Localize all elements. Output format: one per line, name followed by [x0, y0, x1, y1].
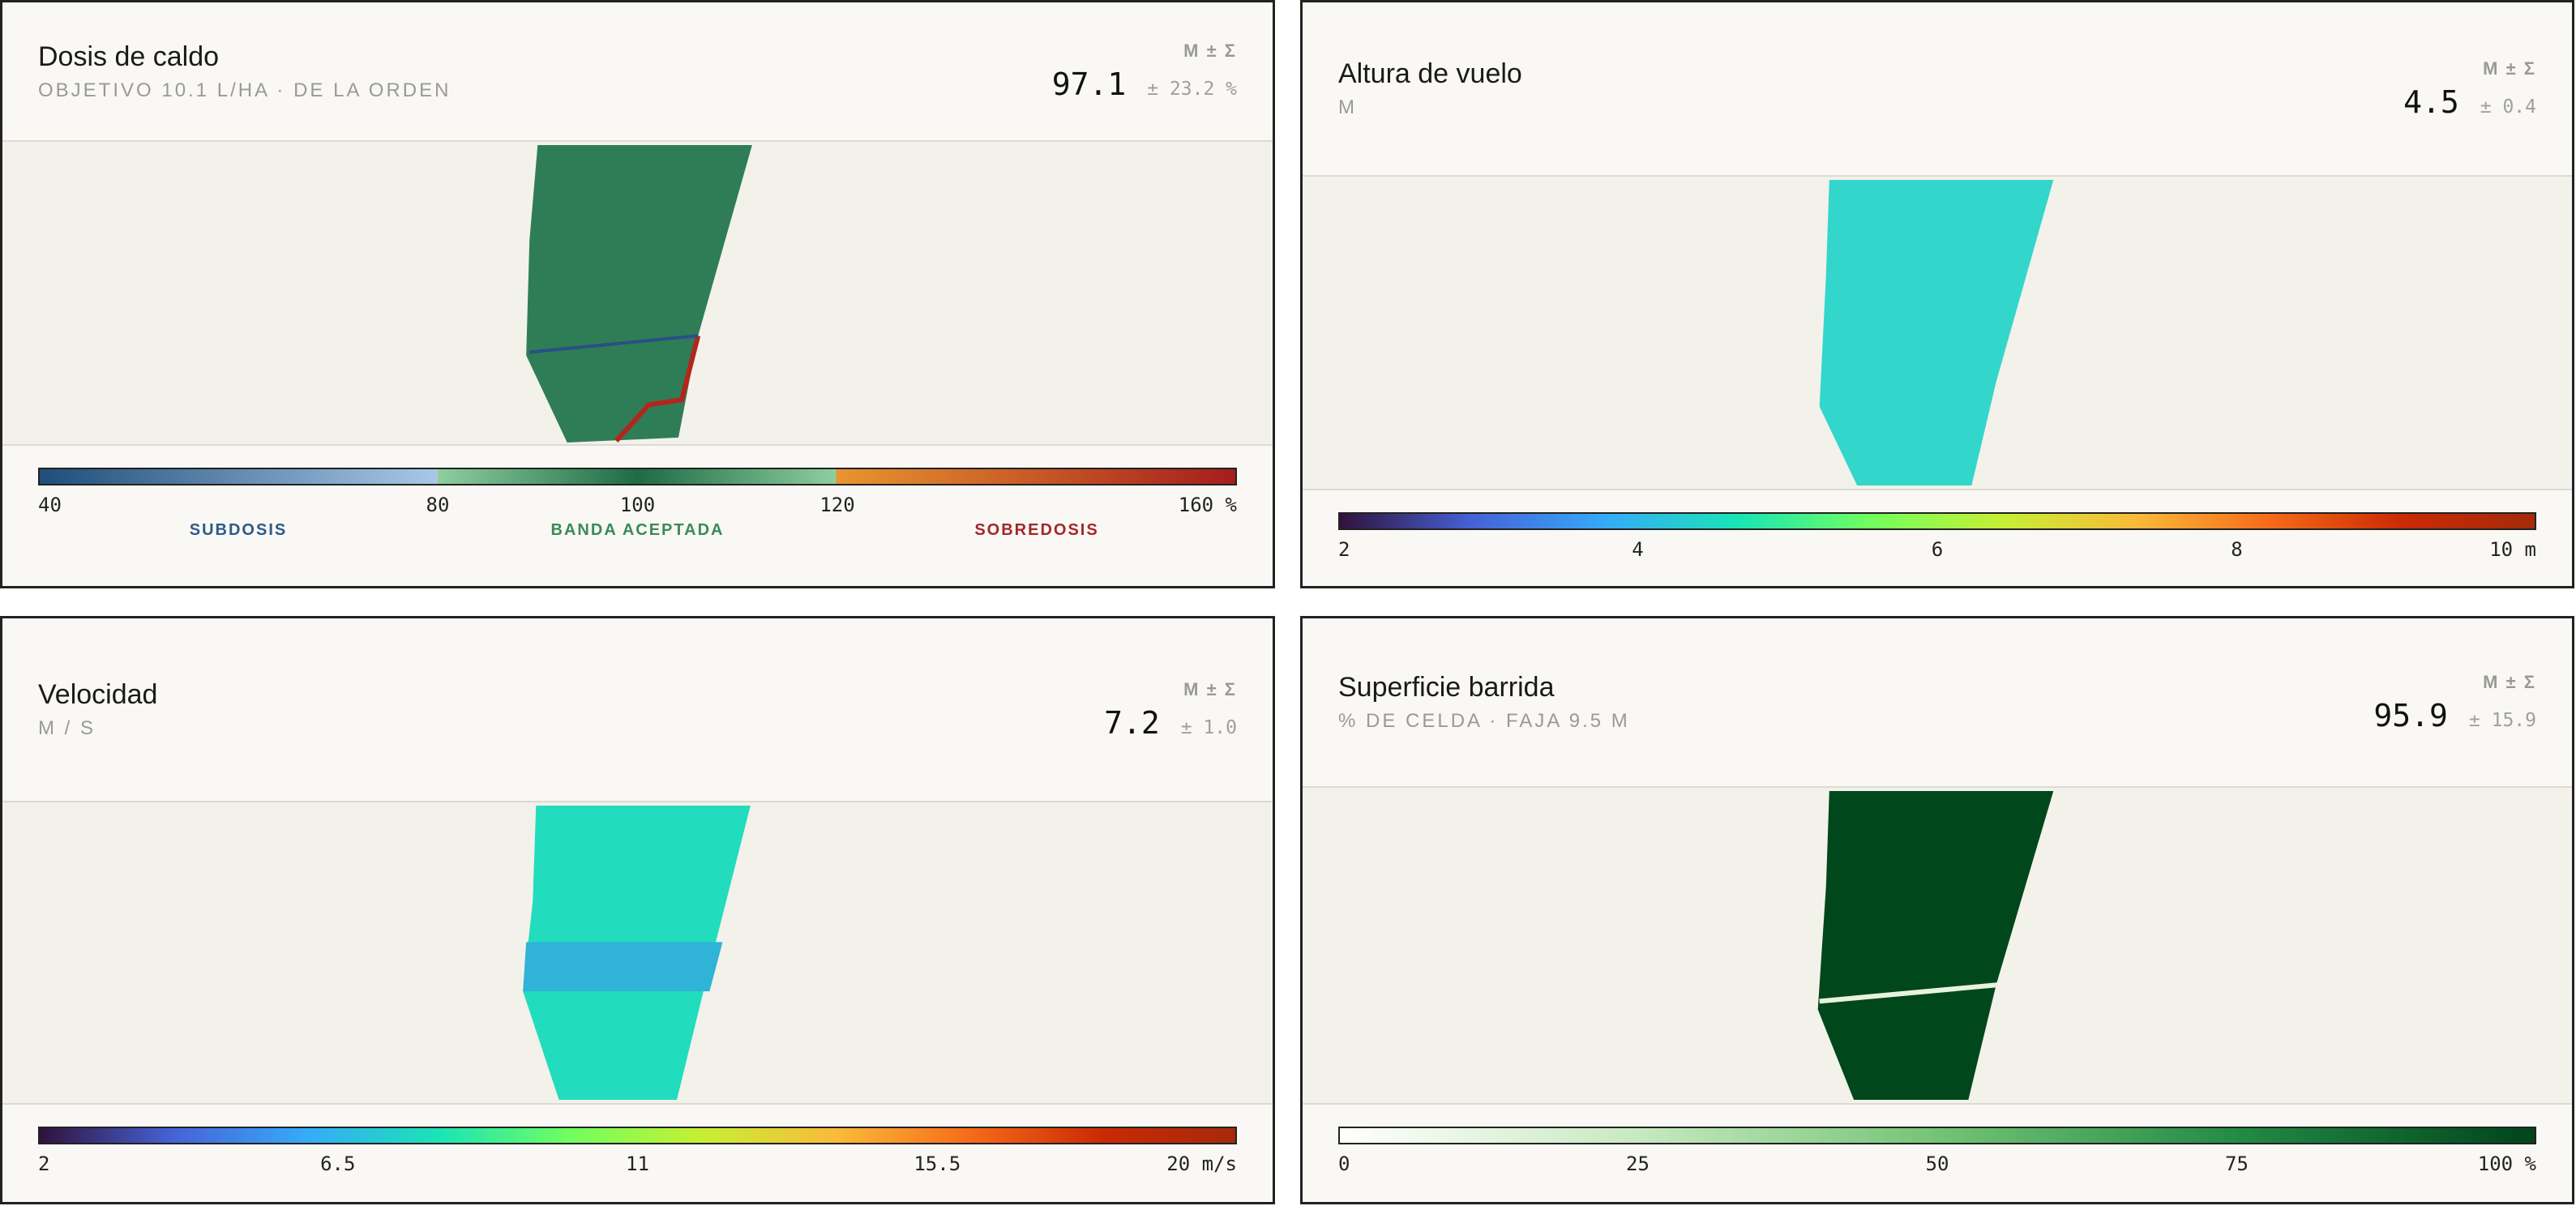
stat-mean: 97.1: [1051, 66, 1127, 102]
scale-tick-label: 75: [2225, 1153, 2249, 1175]
panel-subtitle: % DE CELDA · FAJA 9.5 M: [1338, 710, 1630, 732]
field-shape: [1817, 791, 2054, 1100]
field-map: [1817, 791, 2054, 1100]
color-scale: [38, 1127, 1237, 1144]
field-feature: [614, 335, 701, 443]
panel: Superficie barrida % DE CELDA · FAJA 9.5 …: [1300, 616, 2574, 1204]
stat-mean: 7.2: [1104, 704, 1160, 741]
panel-header: Dosis de caldo OBJETIVO 10.1 L/HA · DE LA…: [2, 2, 1273, 142]
map-area: [1303, 177, 2572, 490]
stat-label: M ± Σ: [2483, 671, 2536, 692]
scale-tick-label: 160 %: [1178, 494, 1237, 516]
color-scale: [1338, 512, 2536, 530]
map-area: [2, 142, 1273, 446]
scale-tick-label: 2: [1338, 538, 1350, 561]
band-label: SUBDOSIS: [189, 521, 288, 539]
field-feature: [523, 942, 723, 992]
panel-header: Superficie barrida % DE CELDA · FAJA 9.5 …: [1303, 618, 2572, 788]
panel-subtitle: M / S: [38, 717, 96, 739]
scale-tick-label: 20 m/s: [1166, 1153, 1237, 1175]
scale-tick-label: 2: [38, 1153, 50, 1175]
scale-tick-label: 100: [619, 494, 656, 516]
stat-mean: 95.9: [2373, 697, 2448, 733]
scale-tick-label: 6: [1931, 538, 1944, 561]
color-scale: [38, 468, 1237, 485]
panel: Altura de vuelo M M ± Σ 4.5 ± 0.4 2 4 6 8 10 m: [1300, 0, 2574, 588]
title-block: Superficie barrida % DE CELDA · FAJA 9.5 …: [1338, 672, 1630, 733]
stat-values: 7.2 ± 1.0: [1104, 705, 1237, 741]
stat-sd: ± 23.2 %: [1147, 79, 1237, 100]
scale-tick-label: 11: [626, 1153, 649, 1175]
panel-title: Dosis de caldo: [38, 41, 220, 72]
map-area: [2, 802, 1273, 1105]
panel: Velocidad M / S M ± Σ 7.2 ± 1.0 2 6.5 11 15.5 20 …: [0, 616, 1275, 1204]
scale-tick-label: 4: [1632, 538, 1644, 561]
stat-label: M ± Σ: [2483, 58, 2536, 79]
title-block: Altura de vuelo M: [1338, 58, 1522, 119]
scale-tick-label: 0: [1338, 1153, 1350, 1175]
scale-tick-label: 15.5: [914, 1153, 961, 1175]
scale-tick-label: 50: [1925, 1153, 1949, 1175]
scale-tick-label: 80: [426, 494, 450, 516]
panel-title: Superficie barrida: [1338, 672, 1555, 703]
field-map: [526, 145, 752, 443]
band-label: BANDA ACEPTADA: [550, 521, 725, 539]
title-block: Dosis de caldo OBJETIVO 10.1 L/HA · DE LA…: [38, 41, 451, 102]
field-shape: [526, 145, 752, 443]
scale-tick-label: 40: [38, 494, 62, 516]
panel-subtitle: M: [1338, 96, 1357, 118]
stat-values: 95.9 ± 15.9: [2373, 698, 2536, 733]
scale-tick-label: 6.5: [320, 1153, 356, 1175]
field-feature: [529, 334, 699, 354]
stat-block: M ± Σ 4.5 ± 0.4: [2403, 58, 2536, 120]
map-area: [1303, 788, 2572, 1105]
color-scale: [1338, 1127, 2536, 1144]
scale-tick-label: 120: [819, 494, 855, 516]
panel: Dosis de caldo OBJETIVO 10.1 L/HA · DE LA…: [0, 0, 1275, 588]
stat-values: 4.5 ± 0.4: [2403, 84, 2536, 120]
panel-title: Velocidad: [38, 679, 158, 710]
stat-sd: ± 1.0: [1180, 716, 1237, 738]
field-map: [1819, 180, 2054, 485]
stat-values: 97.1 ± 23.2 %: [1052, 66, 1237, 102]
stat-label: M ± Σ: [1183, 41, 1237, 61]
scale-tick-label: 8: [2231, 538, 2243, 561]
field-feature: [1819, 982, 1998, 1004]
panel-header: Altura de vuelo M M ± Σ 4.5 ± 0.4: [1303, 2, 2572, 177]
panel-header: Velocidad M / S M ± Σ 7.2 ± 1.0: [2, 618, 1273, 802]
scale-tick-label: 100 %: [2477, 1153, 2536, 1175]
stat-sd: ± 0.4: [2480, 96, 2536, 118]
scale-tick-label: 10 m: [2489, 538, 2536, 561]
stat-mean: 4.5: [2403, 83, 2459, 120]
stat-sd: ± 15.9: [2468, 709, 2536, 731]
stat-block: M ± Σ 95.9 ± 15.9: [2373, 672, 2536, 733]
stat-block: M ± Σ 7.2 ± 1.0: [1104, 679, 1237, 741]
field-map: [523, 806, 751, 1100]
stat-block: M ± Σ 97.1 ± 23.2 %: [1052, 41, 1237, 102]
panel-title: Altura de vuelo: [1338, 58, 1522, 89]
panel-subtitle: OBJETIVO 10.1 L/HA · DE LA ORDEN: [38, 79, 451, 101]
title-block: Velocidad M / S: [38, 679, 157, 740]
scale-tick-label: 25: [1626, 1153, 1650, 1175]
stat-label: M ± Σ: [1183, 678, 1237, 699]
field-shape: [1819, 180, 2054, 485]
band-label: SOBREDOSIS: [974, 521, 1099, 539]
